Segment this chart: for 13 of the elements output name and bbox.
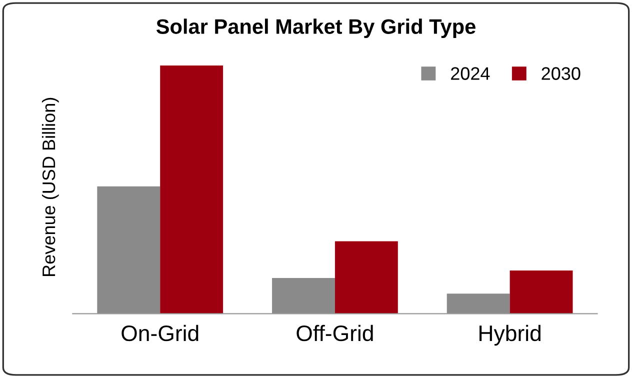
bar bbox=[160, 65, 224, 314]
bar bbox=[334, 241, 398, 314]
bar bbox=[97, 186, 160, 314]
x-tick-label: Hybrid bbox=[480, 324, 540, 346]
y-axis-title: Revenue (USD Billion) bbox=[42, 98, 59, 276]
bar bbox=[510, 270, 573, 314]
chart-title: Solar Panel Market By Grid Type bbox=[156, 18, 476, 38]
bar bbox=[272, 278, 335, 314]
bar bbox=[446, 294, 510, 314]
x-tick-label: On-Grid bbox=[122, 324, 198, 342]
legend-label: 2024 bbox=[451, 67, 490, 80]
x-tick-label: Off-Grid bbox=[296, 324, 373, 342]
legend-label: 2030 bbox=[542, 67, 580, 80]
